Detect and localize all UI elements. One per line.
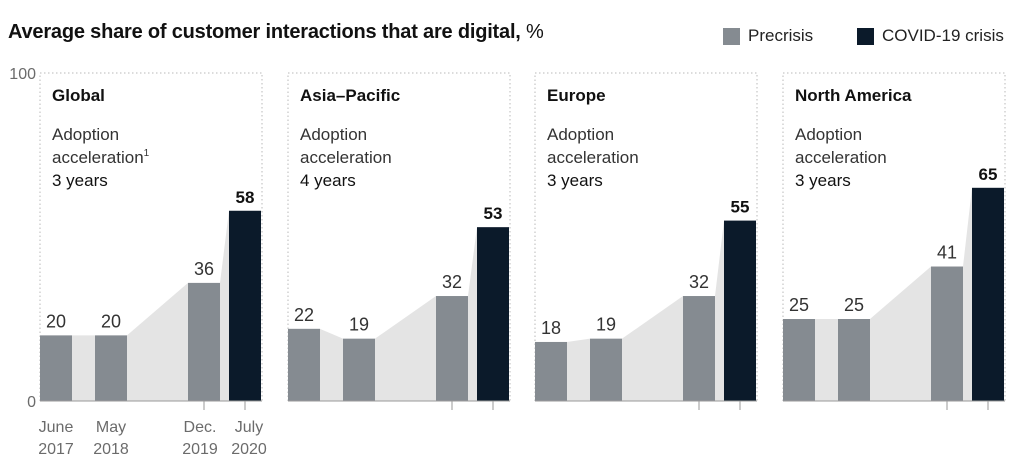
panel-global: 20 20 36 58 Global Adoption acceleration1 3 yea…: [39, 72, 263, 410]
acceleration-value: 3 years: [547, 171, 603, 190]
data-label: 22: [294, 305, 314, 325]
data-label: 55: [731, 198, 750, 217]
x-tick-label: July: [235, 419, 263, 436]
data-label: 25: [844, 295, 864, 315]
x-tick-label-year: 2019: [182, 441, 218, 458]
data-label: 32: [442, 272, 462, 292]
acceleration-value: 4 years: [300, 171, 356, 190]
bar-precrisis: [343, 338, 375, 401]
x-tick-label-year: 2018: [93, 441, 129, 458]
connector-area: [535, 220, 724, 401]
panel-north-america: 25 25 41 65 North America Adoption acceleratio…: [782, 72, 1006, 410]
legend-precrisis-label: Precrisis: [748, 26, 814, 45]
data-label: 65: [979, 165, 998, 184]
legend-covid-swatch: [857, 27, 874, 45]
bar-precrisis: [40, 335, 72, 401]
data-label: 19: [349, 315, 369, 335]
connector-area: [40, 210, 229, 401]
bar-precrisis: [436, 296, 468, 401]
connector-area: [783, 187, 972, 401]
x-tick-label: Dec.: [184, 419, 217, 436]
data-label: 32: [689, 272, 709, 292]
panel-title: North America: [795, 86, 912, 105]
bar-precrisis: [188, 282, 220, 401]
panel-frame: [782, 72, 1006, 401]
data-label: 53: [484, 204, 503, 223]
legend-precrisis: Precrisis: [723, 26, 813, 46]
bar-precrisis: [838, 319, 870, 401]
acceleration-label: Adoption: [547, 125, 614, 144]
panel-europe: 18 19 32 55 Europe Adoption acceleration 3 year…: [534, 72, 758, 410]
acceleration-label-2: acceleration: [547, 148, 639, 167]
bar-precrisis: [95, 335, 127, 401]
panel-title: Global: [52, 86, 105, 105]
acceleration-label: Adoption: [52, 125, 119, 144]
panel-frame: [287, 72, 511, 401]
bar-precrisis: [590, 338, 622, 401]
chart-title-unit: %: [526, 21, 544, 43]
acceleration-value: 3 years: [52, 171, 108, 190]
data-label: 19: [596, 315, 616, 335]
panel-frame: [534, 72, 758, 401]
acceleration-label-2: acceleration: [300, 148, 392, 167]
acceleration-value: 3 years: [795, 171, 851, 190]
y-tick-label: 0: [27, 394, 36, 411]
x-tick-label: June: [39, 419, 74, 436]
legend-covid-label: COVID-19 crisis: [882, 26, 1004, 45]
bar-precrisis: [288, 328, 320, 401]
data-label: 36: [194, 259, 214, 279]
chart-title-text: Average share of customer interactions t…: [8, 21, 521, 43]
data-label: 41: [937, 243, 957, 263]
bar-precrisis: [535, 341, 567, 401]
data-label: 20: [46, 311, 66, 331]
panel-frame: [39, 72, 263, 401]
panel-title: Europe: [547, 86, 606, 105]
legend-precrisis-swatch: [723, 27, 740, 45]
x-tick-label: May: [96, 419, 126, 436]
data-label: 58: [236, 188, 255, 207]
acceleration-label: Adoption: [795, 125, 862, 144]
bar-covid: [724, 220, 756, 401]
acceleration-label: Adoption: [300, 125, 367, 144]
panel-title: Asia–Pacific: [300, 86, 400, 105]
x-tick-label-year: 2020: [231, 441, 267, 458]
panel-asia-pacific: 22 19 32 53 Asia–Pacific Adoption acceleration…: [287, 72, 511, 410]
bar-covid: [229, 210, 261, 401]
bar-precrisis: [683, 296, 715, 401]
bar-precrisis: [931, 266, 963, 401]
bar-precrisis: [783, 319, 815, 401]
x-tick-label-year: 2017: [38, 441, 74, 458]
data-label: 25: [789, 295, 809, 315]
bar-covid: [477, 227, 509, 401]
data-label: 20: [101, 311, 121, 331]
y-tick-label: 100: [9, 66, 36, 83]
acceleration-label-2: acceleration: [795, 148, 887, 167]
bar-covid: [972, 187, 1004, 401]
data-label: 18: [541, 318, 561, 338]
legend-covid: COVID-19 crisis: [857, 26, 1004, 46]
chart-title: Average share of customer interactions t…: [8, 21, 544, 44]
acceleration-label-2: acceleration1: [52, 148, 150, 167]
connector-area: [288, 227, 477, 401]
